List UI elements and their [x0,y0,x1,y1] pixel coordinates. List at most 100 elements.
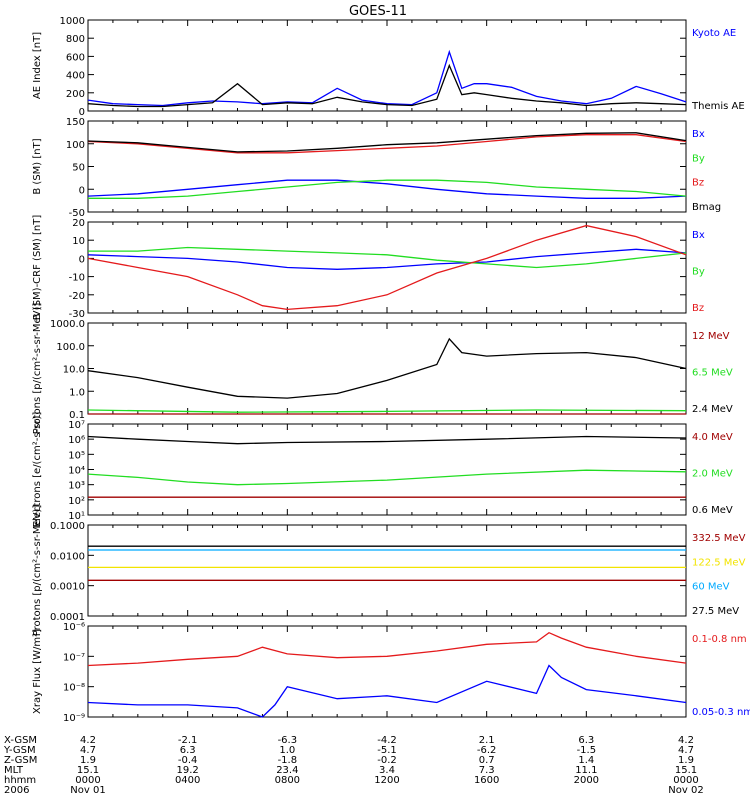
y-tick-label: 10.0 [63,365,85,376]
series-line-bx [87,248,687,270]
ephemeris-value: -5.1 [377,745,397,756]
ephemeris-row-label: X-GSM [4,735,37,746]
legend-label: Themis AE [691,101,745,112]
ephemeris-value: 2.1 [479,735,495,746]
legend-label: 0.6 MeV [692,505,733,516]
panel-4: 0.1 1.0 10.0 100.0 1000.0 Protons [p/(cm²-s-s… [32,303,733,435]
y-tick-label: 10⁻⁷ [63,652,85,663]
legend-label: 332.5 MeV [692,533,746,544]
y-axis-label: Protons [p/(cm²-s-sr-MeV)] [32,505,43,637]
legend-label: Bx [692,230,705,241]
y-tick-label: 0 [79,107,85,118]
panel-5: 10¹ 10² 10³ 10⁴ 10⁵ 10⁶ 10⁷ Electrons [e/(cm²-s… [32,412,733,528]
ephemeris-value: -2.1 [178,735,198,746]
panel-1: 0 200 400 600 800 1000 AE Index [nT] Kyoto AE Th… [32,16,745,118]
ephemeris-value: 0.7 [479,755,495,766]
panel-frame [87,423,687,516]
y-tick-label: 20 [72,218,85,229]
y-tick-label: 0 [79,185,85,196]
ephemeris-value: 0400 [175,775,200,786]
legend-label: 122.5 MeV [692,557,746,568]
ephemeris-value: 4.7 [678,745,694,756]
y-tick-label: 1.0 [69,387,85,398]
y-tick-label: 10⁻⁸ [63,683,85,694]
legend-label: 0.1-0.8 nm [692,634,747,645]
legend-label: 2.0 MeV [692,469,733,480]
ephemeris-value: 2000 [574,775,599,786]
ephemeris-row-label: Y-GSM [3,745,36,756]
legend-label: Bmag [692,202,721,213]
y-axis-label: Xray Flux [W/m²] [32,629,43,714]
y-tick-label: 10⁴ [68,466,85,477]
ephemeris-value: -1.8 [278,755,298,766]
legend-label: 6.5 MeV [692,368,733,379]
y-tick-label: 0 [79,254,85,265]
ephemeris-row-label: MLT [4,765,24,776]
series-line-bmag [87,132,687,153]
ephemeris-value: 0800 [275,775,300,786]
y-tick-label: 10² [68,496,85,507]
ephemeris-row-label: 2006 [4,785,29,796]
ephemeris-value: 11.1 [575,765,597,776]
y-tick-label: 400 [66,71,85,82]
ephemeris-value: 15.1 [675,765,697,776]
series-line-bz [87,224,687,311]
ephemeris-row-label: hhmm [4,775,36,786]
ephemeris-value: 1600 [474,775,499,786]
ephemeris-value: 1.0 [279,745,295,756]
y-tick-label: 10⁻⁶ [63,622,85,633]
y-axis-label: Protons [p/(cm²-s-sr-MeV)] [32,303,43,435]
legend-label: 0.05-0.3 nm [692,707,750,718]
ephemeris-value: -6.3 [278,735,298,746]
panel-frame [87,19,687,112]
legend-label: 60 MeV [692,582,730,593]
y-tick-label: -50 [69,208,85,219]
ephemeris-value: -6.2 [477,745,497,756]
series-line-by [88,246,687,269]
ephemeris-value: 4.7 [80,745,96,756]
series-line-bz [87,134,687,154]
series-line-by [88,179,687,199]
ephemeris-value: -0.2 [377,755,397,766]
ephemeris-value: 15.1 [77,765,99,776]
y-tick-label: 200 [66,89,85,100]
series-line-2-0-mev [87,469,687,486]
series-line-2-4-mev [87,337,687,399]
ephemeris-value: Nov 01 [70,785,105,796]
ephemeris-value: 23.4 [276,765,298,776]
y-tick-label: 0.0001 [50,612,85,623]
y-tick-label: 1000.0 [50,319,85,330]
y-tick-label: 100 [66,140,85,151]
ephemeris-value: Nov 02 [668,785,703,796]
ephemeris-value: 7.3 [479,765,495,776]
panel-frame [87,524,687,617]
ephemeris-row-label: Z-GSM [4,755,37,766]
series-line-0-05-0-3-nm [87,664,687,718]
series-line-kyoto-ae [87,49,687,107]
y-tick-label: 1000 [60,16,85,27]
y-tick-label: 800 [66,34,85,45]
y-tick-label: 10⁶ [68,435,85,446]
legend-label: By [692,267,705,278]
ephemeris-value: 1.4 [578,755,594,766]
legend-label: 27.5 MeV [692,606,739,617]
legend-label: Kyoto AE [692,28,736,39]
series-line-0-1-0-8-nm [87,631,687,667]
ephemeris-value: 4.2 [678,735,694,746]
y-tick-label: 600 [66,52,85,63]
series-line-bx [87,179,687,199]
ephemeris-value: 6.3 [180,745,196,756]
y-tick-label: 0.0010 [50,582,85,593]
legend-label: 12 MeV [692,331,730,342]
legend-label: Bz [692,178,704,189]
series-line-0-6-mev [87,435,687,445]
ephemeris-value: -1.5 [577,745,597,756]
plot-title: GOES-11 [349,4,407,19]
series-line-6-5-mev [87,409,687,413]
y-axis-label: B (SM) [nT] [32,138,43,194]
panel-3: -30 -20 -10 0 10 20 B (SM)-CRF (SM) [nT] Bx By Bz [32,215,705,321]
x-axis-ephemeris: X-GSM 4.2 -2.1 -6.3 -4.2 2.1 6.3 4.2 Y-GSM 4.7 6.3… [3,735,704,796]
ephemeris-value: 6.3 [578,735,594,746]
panel-6: 0.0001 0.0010 0.0100 0.1000 Protons [p/(cm²-… [32,505,746,637]
